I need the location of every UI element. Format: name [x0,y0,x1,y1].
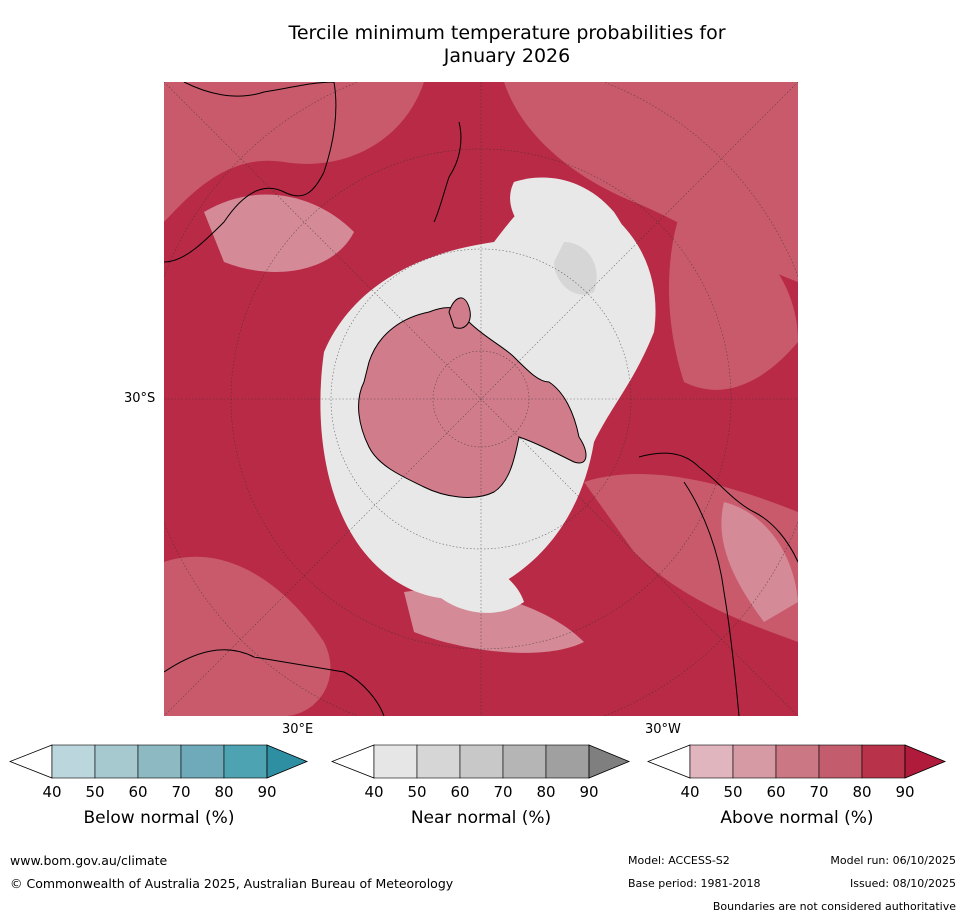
colorbar-tick-label: 50 [723,783,743,801]
colorbar-tick-label: 40 [364,783,384,801]
antarctica-peninsula [448,297,471,329]
lon-label-30w: 30°W [645,722,681,737]
colorbar-segment [502,744,547,779]
colorbar-tick-label: 90 [257,783,277,801]
footer-copyright: © Commonwealth of Australia 2025, Austra… [10,876,454,891]
above-normal-low-region [404,589,584,653]
near-normal-region [554,242,597,295]
above-normal-low-region [721,502,798,622]
colorbar-tick-label: 60 [766,783,786,801]
lat-label-30s: 30°S [124,391,156,406]
above-normal-mid-region [164,82,424,222]
footer-issued: Issued: 08/10/2025 [849,877,956,890]
colorbar-near-normal [331,742,631,782]
colorbar-below-normal-svg [9,744,309,779]
new-zealand-coast [433,121,462,223]
colorbar-tick-label: 80 [852,783,872,801]
colorbar-tick-label: 70 [171,783,191,801]
colorbar-segment [51,744,96,779]
lon-label-30e: 30°E [282,722,314,737]
colorbar-segment [689,744,734,779]
colorbar-over-triangle [266,744,309,779]
title-line-2: January 2026 [443,45,571,67]
colorbar-under-triangle [331,744,375,779]
colorbar-tick-label: 50 [85,783,105,801]
colorbar-above-normal-svg [647,744,947,779]
footer-model-run: Model run: 06/10/2025 [830,854,956,867]
polar-probability-map [164,82,798,716]
colorbar-segment [818,744,863,779]
footer-disclaimer: Boundaries are not considered authoritat… [712,900,956,913]
colorbar-segment [223,744,268,779]
colorbar-above-normal [647,742,947,782]
colorbar-segment [180,744,225,779]
colorbar-tick-label: 40 [42,783,62,801]
footer-model: Model: ACCESS-S2 [628,854,730,867]
colorbar-tick-label: 90 [895,783,915,801]
colorbar-over-triangle [588,744,631,779]
colorbar-segment [373,744,418,779]
colorbar-near-normal-svg [331,744,631,779]
colorbar-segment [861,744,906,779]
footer-url: www.bom.gov.au/climate [10,853,168,868]
colorbar-tick-label: 90 [579,783,599,801]
colorbar-under-triangle [647,744,691,779]
map-canvas [164,82,798,716]
title-line-1: Tercile minimum temperature probabilitie… [288,22,726,44]
colorbar-under-triangle [9,744,53,779]
legend-label-near: Near normal (%) [410,808,552,828]
south-america-coast [638,452,798,563]
colorbar-tick-label: 70 [493,783,513,801]
above-normal-mid-region [164,556,331,716]
africa-coast [164,649,385,716]
south-america-coast [683,481,740,716]
near-normal-region [434,559,524,613]
australia-coast [164,82,337,263]
colorbar-tick-label: 70 [809,783,829,801]
colorbar-segment [416,744,461,779]
colorbar-segment [137,744,182,779]
above-normal-low-region [204,194,354,272]
colorbar-segment [545,744,590,779]
graticule [164,82,798,716]
colorbar-tick-label: 80 [536,783,556,801]
colorbar-tick-label: 60 [128,783,148,801]
colorbar-tick-label: 80 [214,783,234,801]
colorbar-segment [94,744,139,779]
near-normal-region [510,177,638,292]
map-title: Tercile minimum temperature probabilitie… [165,22,849,68]
colorbar-segment [732,744,777,779]
colorbar-tick-label: 60 [450,783,470,801]
legend-label-below: Below normal (%) [83,808,235,828]
colorbar-tick-label: 40 [680,783,700,801]
colorbar-segment [459,744,504,779]
colorbar-below-normal [9,742,309,782]
colorbar-segment [775,744,820,779]
colorbar-over-triangle [904,744,947,779]
above-normal-mid-region [669,202,798,390]
legend-label-above: Above normal (%) [720,808,874,828]
colorbar-tick-label: 50 [407,783,427,801]
footer-base-period: Base period: 1981-2018 [628,877,761,890]
